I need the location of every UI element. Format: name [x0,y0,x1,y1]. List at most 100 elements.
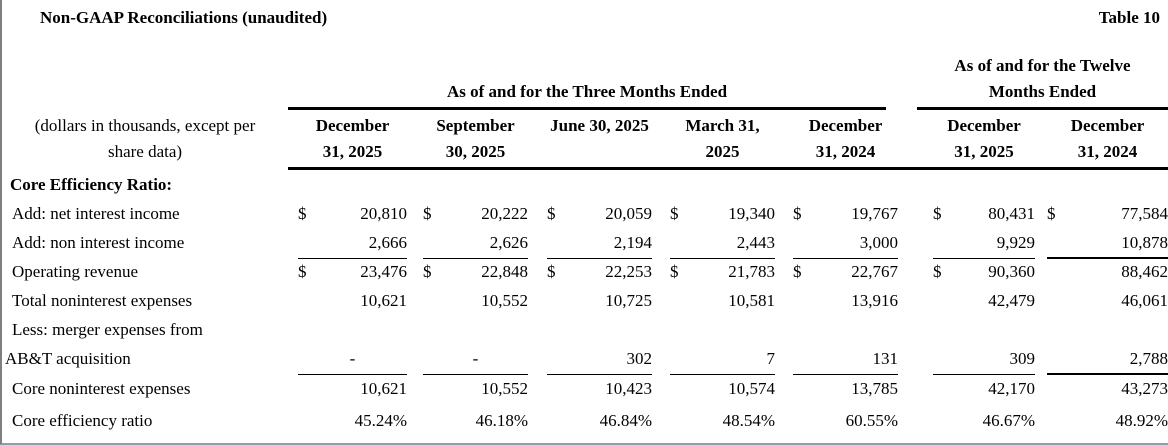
cell-value: 22,848 [481,262,528,281]
cell-value: 10,725 [605,291,652,310]
cell-value: 77,584 [1121,204,1168,223]
group-header-three-months: As of and for the Three Months Ended [288,79,886,110]
row-label: Add: non interest income [12,233,185,252]
column-header-dec-31-2025: December 31, 2025 [298,110,407,170]
cell-value: 42,170 [988,379,1035,398]
group-header-three-months-text: As of and for the Three Months Ended [446,82,728,101]
table-cell: 10,552 [423,286,528,315]
cell-value: 3,000 [859,233,898,252]
cell-value: 131 [872,349,899,368]
cell-value: 88,462 [1121,262,1168,281]
cell-value: 43,273 [1121,379,1168,398]
cell-value: 10,574 [728,379,775,398]
page-title: Non-GAAP Reconciliations (unaudited) [40,8,328,27]
row-label: Add: net interest income [12,204,180,223]
cell-value: 46,061 [1121,291,1168,310]
row-label: Operating revenue [12,262,139,281]
group-header-twelve-months: As of and for the Twelve Months Ended [917,53,1168,110]
column-header-line2: 2025 [705,142,740,161]
cell-value: 2,626 [489,233,528,252]
table-cell: 45.24% [298,405,407,437]
table-cell: 7 [670,344,775,375]
cell-value: - [349,349,356,368]
currency-symbol: $ [547,204,556,223]
group-header-twelve-months-line1: As of and for the Twelve [954,56,1131,75]
table-cell: 2,788 [1047,344,1168,375]
cell-value: 10,878 [1121,233,1168,252]
row-label: Total noninterest expenses [12,291,193,310]
table-cell: 46.67% [933,405,1035,437]
cell-value: 46.84% [599,411,652,430]
table-cell: - [423,344,528,375]
cell-value: 20,222 [481,204,528,223]
column-header-line2: 31, 2025 [954,142,1014,161]
table-cell: 10,878 [1047,228,1168,259]
table-cell: $77,584 [1047,199,1168,228]
table-cell: $20,810 [298,199,407,228]
table-cell: - [298,344,407,375]
table-cell: 43,273 [1047,373,1168,405]
table-cell: $21,783 [670,257,775,286]
cell-value: 90,360 [988,262,1035,281]
cell-value: 80,431 [988,204,1035,223]
table-cell: 2,443 [670,228,775,259]
currency-symbol: $ [933,204,942,223]
currency-symbol: $ [423,204,432,223]
cell-value: 60.55% [845,411,898,430]
currency-symbol: $ [1047,204,1056,223]
cell-value: 23,476 [360,262,407,281]
column-header-line1: December [947,116,1021,135]
cell-value: 22,767 [851,262,898,281]
cell-value: 45.24% [354,411,407,430]
cell-value: 7 [766,349,776,368]
table-row-net-interest-income: Add: net interest income $20,810 $20,222… [2,199,1168,228]
table-cell: 302 [547,344,652,375]
table-cell: 10,552 [423,373,528,405]
currency-symbol: $ [423,262,432,281]
table-row-total-noninterest-expenses: Total noninterest expenses 10,621 10,552… [2,286,1168,315]
column-header-line1: December [1070,116,1145,135]
cell-value: 2,194 [613,233,652,252]
table-cell: 131 [793,344,898,375]
table-cell: $23,476 [298,257,407,286]
column-header-dec-31-2024: December 31, 2024 [793,110,898,170]
currency-symbol: $ [670,262,679,281]
table-row-core-noninterest-expenses: Core noninterest expenses 10,621 10,552 … [2,373,1168,405]
cell-value: 10,423 [605,379,652,398]
table-cell: $22,767 [793,257,898,286]
table-cell: $19,767 [793,199,898,228]
title-bar: Non-GAAP Reconciliations (unaudited) Tab… [2,0,1168,34]
table-cell: 46.84% [547,405,652,437]
column-header-row: (dollars in thousands, except per share … [2,110,1168,170]
column-header-line1: June 30, 2025 [550,116,649,135]
table-cell: 88,462 [1047,257,1168,286]
cell-value: 309 [1009,349,1036,368]
currency-symbol: $ [670,204,679,223]
cell-value: 13,916 [851,291,898,310]
table-cell: $22,848 [423,257,528,286]
table-cell: 60.55% [793,405,898,437]
row-label: AB&T acquisition [5,349,131,368]
table-row-merger-expenses-label: Less: merger expenses from [2,315,1168,344]
table-cell: $80,431 [933,199,1035,228]
column-header-mar-31-2025: March 31, 2025 [670,110,775,170]
column-header-line2: 31, 2024 [815,142,876,161]
currency-symbol: $ [298,204,307,223]
row-label: Core efficiency ratio [12,411,153,430]
currency-symbol: $ [547,262,556,281]
table-cell: $20,059 [547,199,652,228]
column-header-jun-30-2025: June 30, 2025 [547,110,652,170]
table-cell: 2,194 [547,228,652,259]
cell-value: 2,443 [736,233,775,252]
cell-value: 46.67% [982,411,1035,430]
cell-value: 42,479 [988,291,1035,310]
cell-value: 48.54% [722,411,775,430]
table-row-non-interest-income: Add: non interest income 2,666 2,626 2,1… [2,228,1168,259]
cell-value: 10,581 [728,291,775,310]
cell-value: 22,253 [605,262,652,281]
column-header-line1: December [315,116,390,135]
column-header-line2: 30, 2025 [445,142,506,161]
table-cell: 2,626 [423,228,528,259]
cell-value: 46.18% [475,411,528,430]
